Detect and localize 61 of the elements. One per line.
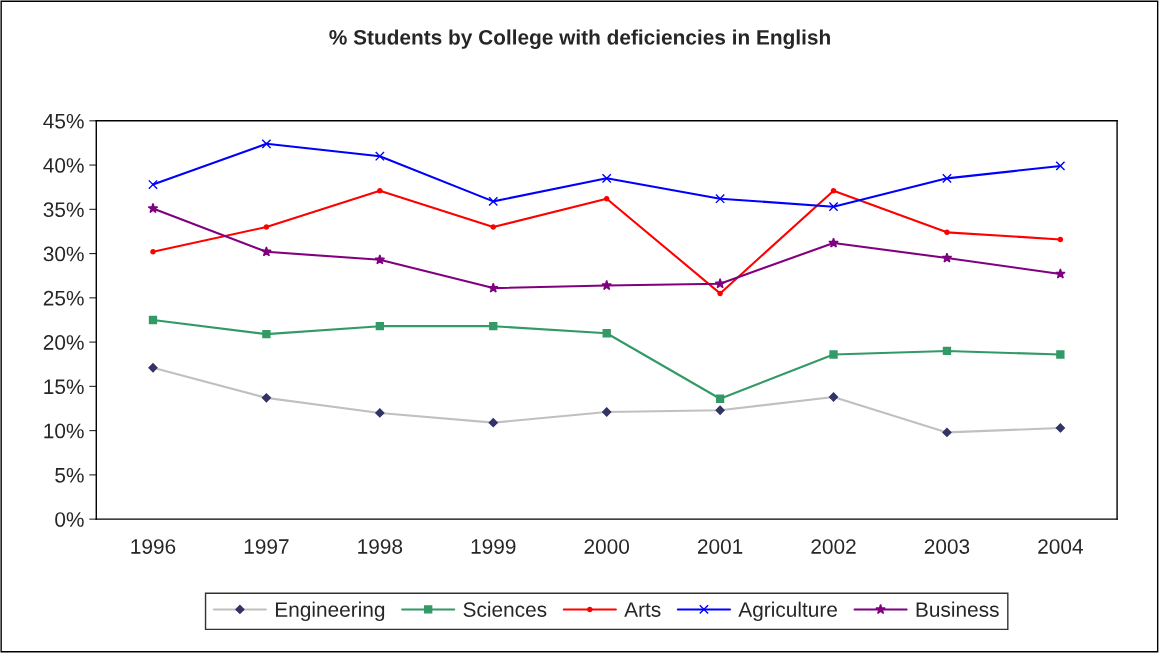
x-tick-label: 2000 <box>584 539 630 554</box>
point <box>944 229 950 236</box>
point <box>148 315 158 325</box>
legend-label: Agriculture <box>738 601 837 622</box>
point <box>601 173 612 184</box>
point <box>1057 236 1064 243</box>
y-tick-label: 5% <box>55 467 84 483</box>
point <box>603 195 610 202</box>
y-tick-label: 25% <box>43 290 84 306</box>
point <box>1055 161 1066 171</box>
point <box>489 321 498 331</box>
y-tick-label: 0% <box>55 512 84 527</box>
x-tick-label: 1999 <box>471 539 516 554</box>
x-tick-label: 2002 <box>811 539 856 554</box>
y-tick-label: 15% <box>44 379 84 395</box>
point <box>828 201 839 212</box>
y-tick-label: 35% <box>43 202 84 218</box>
x-tick-label: 2001 <box>697 539 743 554</box>
point <box>147 202 159 214</box>
y-tick-label: 40% <box>43 158 84 173</box>
point <box>148 179 158 190</box>
point <box>717 290 723 297</box>
point <box>262 329 271 339</box>
y-tick-label: 30% <box>43 246 84 262</box>
point <box>261 138 272 149</box>
point <box>375 321 385 331</box>
point <box>263 224 270 230</box>
point <box>715 193 725 204</box>
y-tick-label: 20% <box>43 335 84 350</box>
point <box>829 350 838 359</box>
point <box>830 187 837 194</box>
point <box>942 173 952 184</box>
x-tick-label: 1997 <box>244 539 289 554</box>
chart-title: % Students by College with deficiencies in English <box>329 29 830 49</box>
x-tick-label: 1996 <box>131 539 176 554</box>
point <box>150 249 156 255</box>
point <box>942 346 952 356</box>
legend-label: Sciences <box>463 601 547 617</box>
point <box>601 279 612 291</box>
point <box>374 151 385 162</box>
point <box>714 278 726 289</box>
point <box>377 187 383 194</box>
y-tick-label: 10% <box>44 423 84 439</box>
legend-label: Business <box>916 601 999 617</box>
point <box>374 254 386 265</box>
legend-label: Arts <box>624 602 661 617</box>
x-tick-label: 1998 <box>358 539 403 554</box>
point <box>941 252 953 263</box>
point <box>602 329 611 338</box>
point <box>488 196 499 207</box>
x-tick-label: 2004 <box>1038 539 1083 554</box>
point <box>715 394 725 403</box>
y-tick-label: 45% <box>43 113 84 129</box>
point <box>1056 350 1065 359</box>
legend-label: Engineering <box>276 601 385 622</box>
point <box>261 246 272 257</box>
point <box>487 282 499 293</box>
point <box>828 237 839 248</box>
point <box>490 224 497 230</box>
x-tick-label: 2003 <box>924 539 970 554</box>
point <box>1055 268 1066 279</box>
